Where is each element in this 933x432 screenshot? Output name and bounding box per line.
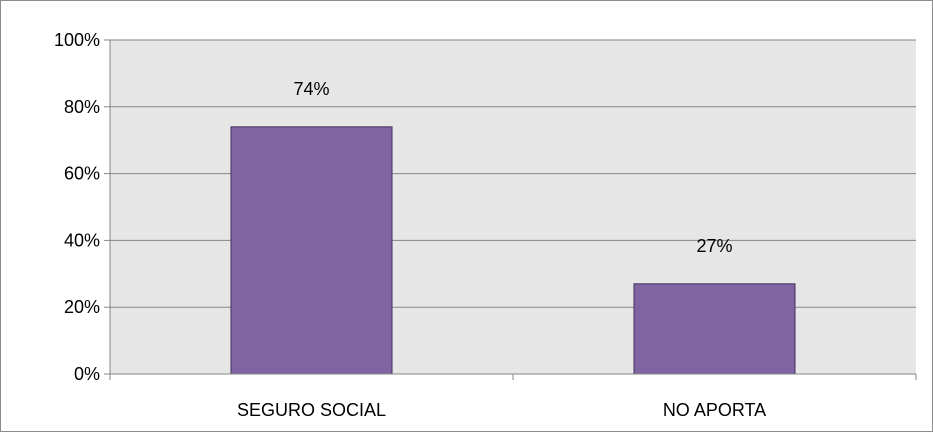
y-tick-label: 80% — [64, 97, 100, 117]
bars — [230, 126, 796, 375]
y-tick-label: 40% — [64, 230, 100, 250]
y-tick-label: 0% — [74, 364, 100, 384]
data-label: 27% — [696, 236, 732, 256]
bar — [230, 126, 393, 375]
x-category-label: SEGURO SOCIAL — [237, 400, 386, 420]
y-tick-label: 100% — [54, 30, 100, 50]
data-label: 74% — [293, 79, 329, 99]
bar — [633, 283, 796, 375]
y-axis-ticks: 0% 20% 40% 60% 80% 100% — [54, 30, 110, 384]
y-tick-label: 20% — [64, 297, 100, 317]
data-labels: 74% 27% — [293, 79, 732, 256]
x-category-label: NO APORTA — [663, 400, 766, 420]
x-axis-ticks: SEGURO SOCIAL NO APORTA — [109, 374, 917, 420]
y-tick-label: 60% — [64, 164, 100, 184]
